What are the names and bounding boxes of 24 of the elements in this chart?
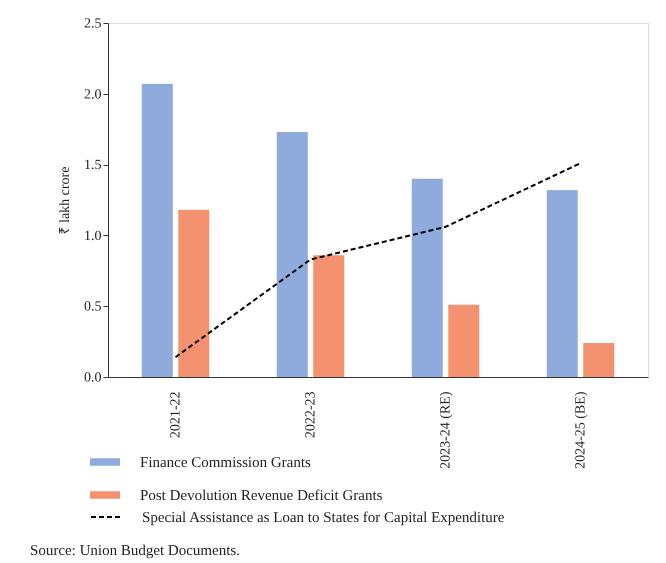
y-tick-label: 0.5 bbox=[84, 300, 102, 315]
bar bbox=[313, 255, 344, 377]
bar bbox=[142, 84, 173, 377]
bar bbox=[583, 343, 614, 377]
x-tick-label: 2021-22 bbox=[168, 392, 184, 438]
y-tick-label: 0.0 bbox=[84, 370, 102, 386]
x-tick-label: 2024-25 (BE) bbox=[574, 391, 588, 469]
bar bbox=[276, 132, 308, 377]
legend-label: Special Assistance as Loan to States for Capital Expenditure bbox=[142, 510, 505, 526]
bar bbox=[546, 190, 578, 377]
x-tick-label: 2022-23 bbox=[304, 392, 318, 438]
y-tick-label: 2.0 bbox=[84, 87, 102, 102]
y-tick-label: 1.5 bbox=[84, 158, 102, 174]
y-tick-label: 1.0 bbox=[84, 228, 102, 244]
bar bbox=[448, 304, 480, 377]
x-tick-label: 2023-24 (RE) bbox=[438, 391, 454, 469]
y-tick-label: 2.5 bbox=[84, 16, 102, 32]
bar bbox=[178, 210, 210, 377]
line-series bbox=[174, 162, 582, 358]
source-note: Source: Union Budget Documents. bbox=[30, 543, 240, 559]
bar bbox=[412, 178, 443, 377]
legend-label: Post Devolution Revenue Deficit Grants bbox=[140, 488, 383, 504]
y-axis-title: ₹ lakh crore bbox=[58, 166, 73, 234]
legend-label: Finance Commission Grants bbox=[140, 455, 311, 471]
